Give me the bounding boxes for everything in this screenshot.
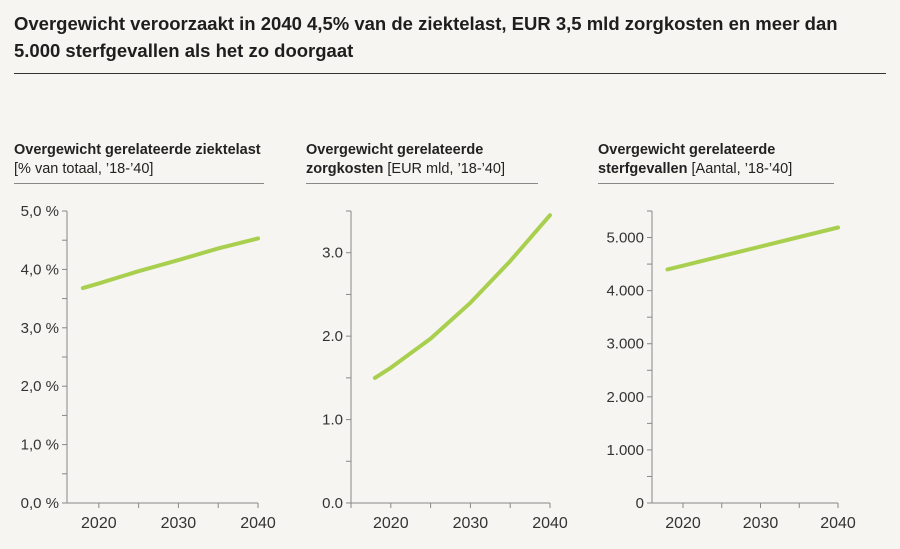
chart-3-y-tick-label: 4.000: [606, 283, 644, 300]
chart-1-y-tick-label: 3,0 %: [21, 320, 59, 337]
chart-2-y-tick-label: 0.0: [322, 495, 343, 512]
chart-2-y-tick-label: 2.0: [322, 328, 343, 345]
chart-1-title-main: Overgewicht gerelateerde ziektelast: [14, 142, 261, 158]
chart-3-y-tick-label: 5.000: [606, 230, 644, 247]
chart-1-x-tick-label: 2040: [240, 515, 276, 532]
chart-1-series-line: [80, 236, 260, 291]
chart-2-title-unit: [EUR mld, ’18-’40]: [387, 161, 506, 177]
chart-2-x-tick-label: 2020: [373, 515, 409, 532]
chart-2-x-tick-label: 2040: [532, 515, 568, 532]
title-divider: [14, 73, 886, 74]
chart-2-x-tick-label: 2030: [453, 515, 489, 532]
chart-3-y-tick-label: 1.000: [606, 442, 644, 459]
chart-2-y-tick-label: 3.0: [322, 245, 343, 262]
chart-3-title-main: Overgewicht gerelateerde sterfgevallen: [598, 142, 776, 177]
chart-3-title: Overgewicht gerelateerde sterfgevallen […: [598, 141, 834, 184]
chart-1-title-unit: [% van totaal, ’18-’40]: [14, 161, 154, 177]
chart-3-y-tick-label: 0: [636, 495, 644, 512]
chart-1-x-tick-label: 2020: [81, 515, 117, 532]
chart-1-y-tick-label: 5,0 %: [21, 203, 59, 220]
chart-2-y-tick-label: 1.0: [322, 412, 343, 429]
chart-3-x-tick-label: 2020: [665, 515, 701, 532]
chart-1-y-tick-label: 2,0 %: [21, 378, 59, 395]
chart-3-y-tick-label: 3.000: [606, 336, 644, 353]
page-title: Overgewicht veroorzaakt in 2040 4,5% van…: [14, 13, 838, 61]
chart-2-series-line: [372, 213, 552, 380]
chart-3-title-unit: [Aantal, ’18-’40]: [691, 161, 793, 177]
chart-1-y-tick-label: 4,0 %: [21, 261, 59, 278]
chart-1-y-tick-label: 1,0 %: [21, 437, 59, 454]
chart-2-title: Overgewicht gerelateerde zorgkosten [EUR…: [306, 141, 538, 184]
chart-3-y-tick-label: 2.000: [606, 389, 644, 406]
chart-3-x-tick-label: 2030: [743, 515, 779, 532]
chart-1-title: Overgewicht gerelateerde ziektelast [% v…: [14, 141, 264, 184]
chart-3-series-line: [665, 225, 840, 272]
chart-1-y-tick-label: 0,0 %: [21, 495, 59, 512]
chart-2-title-main: Overgewicht gerelateerde zorgkosten: [306, 142, 484, 177]
chart-3-x-tick-label: 2040: [820, 515, 856, 532]
chart-1-x-tick-label: 2030: [161, 515, 197, 532]
